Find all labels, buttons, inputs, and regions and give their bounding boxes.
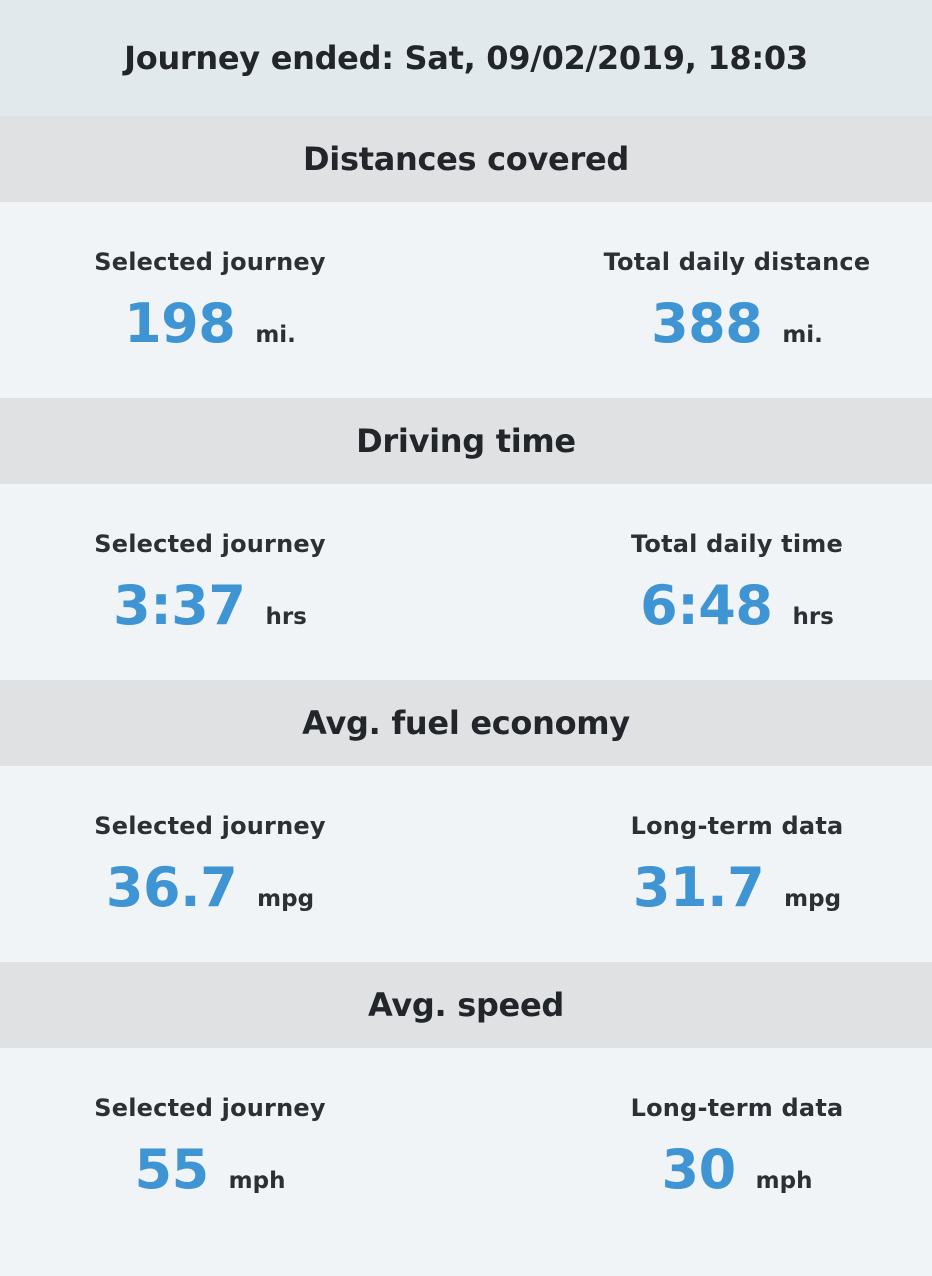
stat-number: 36.7 xyxy=(105,856,238,919)
stat-value: 6:48 hrs xyxy=(557,574,917,637)
stat-unit: hrs xyxy=(792,604,834,630)
stat-value: 36.7 mpg xyxy=(30,856,390,919)
stat-label: Selected journey xyxy=(94,1094,326,1122)
stat-unit: mi. xyxy=(255,322,296,348)
section-title: Avg. speed xyxy=(368,986,564,1024)
stat-value: 30 mph xyxy=(557,1138,917,1201)
section-header-distances: Distances covered xyxy=(0,116,932,202)
stat-value: 198 mi. xyxy=(30,292,390,355)
stat-number: 30 xyxy=(661,1138,737,1201)
section-title: Avg. fuel economy xyxy=(302,704,630,742)
stat-label: Long-term data xyxy=(630,1094,844,1122)
stat-unit: mph xyxy=(755,1168,813,1194)
stat-value: 31.7 mpg xyxy=(557,856,917,919)
stat-value: 388 mi. xyxy=(557,292,917,355)
section-body-fuel-economy: Selected journey 36.7 mpg Long-term data… xyxy=(0,766,932,962)
section-title: Driving time xyxy=(356,422,576,460)
section-header-fuel-economy: Avg. fuel economy xyxy=(0,680,932,766)
stat-number: 31.7 xyxy=(632,856,765,919)
section-body-speed: Selected journey 55 mph Long-term data 3… xyxy=(0,1048,932,1244)
stat-number: 6:48 xyxy=(640,574,773,637)
stat-number: 198 xyxy=(124,292,236,355)
stat-label: Selected journey xyxy=(94,248,326,276)
stat-unit: mpg xyxy=(784,886,842,912)
stat-value: 55 mph xyxy=(30,1138,390,1201)
stat-number: 388 xyxy=(651,292,763,355)
stat-unit: mph xyxy=(228,1168,286,1194)
section-body-distances: Selected journey 198 mi. Total daily dis… xyxy=(0,202,932,398)
stat-unit: hrs xyxy=(265,604,307,630)
stat-number: 3:37 xyxy=(113,574,246,637)
stat-value: 3:37 hrs xyxy=(30,574,390,637)
bottom-padding xyxy=(0,1244,932,1276)
section-body-driving-time: Selected journey 3:37 hrs Total daily ti… xyxy=(0,484,932,680)
stat-unit: mpg xyxy=(257,886,315,912)
stat-label: Selected journey xyxy=(94,812,326,840)
journey-ended-title: Journey ended: Sat, 09/02/2019, 18:03 xyxy=(124,39,808,77)
section-header-driving-time: Driving time xyxy=(0,398,932,484)
stat-label: Selected journey xyxy=(94,530,326,558)
stat-label: Total daily time xyxy=(631,530,843,558)
section-header-speed: Avg. speed xyxy=(0,962,932,1048)
journey-ended-header: Journey ended: Sat, 09/02/2019, 18:03 xyxy=(0,0,932,116)
stat-unit: mi. xyxy=(782,322,823,348)
stat-label: Long-term data xyxy=(630,812,844,840)
stat-number: 55 xyxy=(134,1138,210,1201)
stat-label: Total daily distance xyxy=(603,248,871,276)
section-title: Distances covered xyxy=(303,140,629,178)
